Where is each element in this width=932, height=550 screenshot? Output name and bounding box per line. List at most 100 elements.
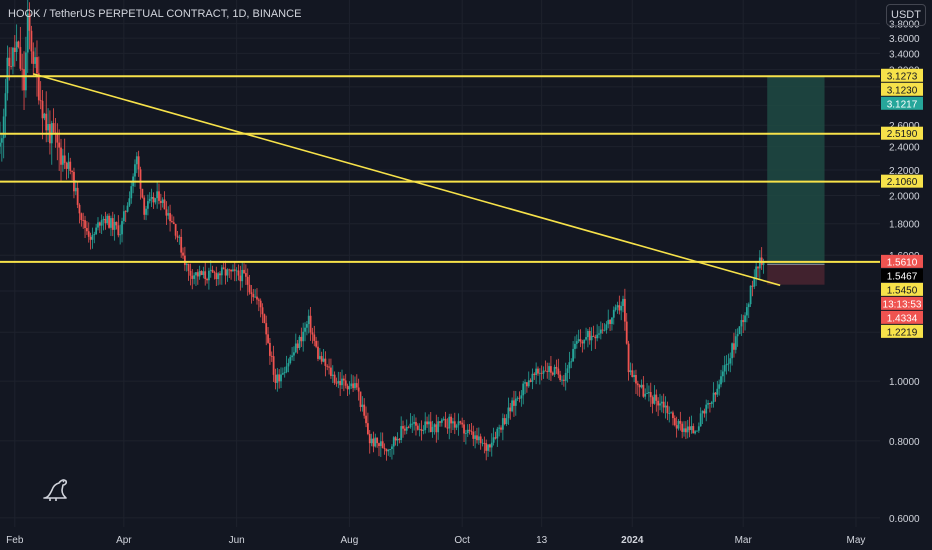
candle-down xyxy=(363,404,366,416)
y-tick-label: 3.6000 xyxy=(889,34,920,45)
candle-up xyxy=(753,277,756,287)
candle-down xyxy=(117,225,120,236)
candle-up xyxy=(464,432,467,434)
y-tick-label: 2.4000 xyxy=(889,143,920,154)
candle-down xyxy=(579,339,582,342)
candle-up xyxy=(612,309,615,318)
candle-up xyxy=(701,410,704,414)
candle-up xyxy=(596,334,599,339)
candle-down xyxy=(365,415,367,424)
candle-up xyxy=(167,213,170,216)
candle-down xyxy=(483,442,486,444)
price-label-bg xyxy=(881,68,923,82)
candle-up xyxy=(413,422,416,424)
time-axis[interactable]: Feb Apr Jun Aug Oct 13 2024 Mar May xyxy=(6,535,865,546)
candle-down xyxy=(84,220,86,229)
candle-down xyxy=(533,373,536,375)
candle-down xyxy=(649,392,652,398)
candle-down xyxy=(176,235,179,238)
candle-down xyxy=(189,270,192,276)
candle-down xyxy=(394,437,397,441)
candle-down xyxy=(472,431,475,439)
y-tick-label: 0.6000 xyxy=(889,514,920,525)
candle-up xyxy=(370,438,373,444)
candle-up xyxy=(298,336,301,349)
candle-up xyxy=(405,426,408,431)
x-tick-label: 13 xyxy=(536,535,548,546)
candle-down xyxy=(733,343,735,350)
candle-up xyxy=(727,363,730,365)
candle-up xyxy=(744,315,746,323)
candle-up xyxy=(607,319,610,325)
candle-down xyxy=(642,384,645,397)
candle-up xyxy=(280,374,282,382)
candle-up xyxy=(707,403,709,405)
candle-down xyxy=(300,336,303,342)
candle-up xyxy=(418,429,421,430)
candle-up xyxy=(26,13,29,53)
candle-up xyxy=(374,437,377,447)
candle-down xyxy=(171,221,173,223)
candle-up xyxy=(331,374,334,376)
candle-up xyxy=(516,397,519,399)
position-tool[interactable] xyxy=(767,76,825,285)
candle-down xyxy=(104,218,107,224)
candle-up xyxy=(121,221,123,235)
candle-down xyxy=(143,197,146,215)
candle-down xyxy=(163,199,166,210)
candle-down xyxy=(87,231,90,237)
candle-down xyxy=(403,428,406,431)
candle-down xyxy=(562,379,565,381)
candle-up xyxy=(511,400,514,412)
candle-up xyxy=(738,326,741,335)
price-label: 1.4334 xyxy=(887,313,918,324)
y-tick-label: 1.0000 xyxy=(889,377,920,388)
trendline xyxy=(33,73,781,287)
currency-button[interactable]: USDT xyxy=(886,4,926,26)
candle-up xyxy=(226,269,229,276)
candle-down xyxy=(672,412,674,419)
candle-up xyxy=(100,220,103,226)
candle-down xyxy=(415,422,417,426)
candle-up xyxy=(481,442,484,444)
candle-down xyxy=(623,298,626,322)
candle-down xyxy=(45,113,48,131)
candle-up xyxy=(34,57,37,64)
candle-up xyxy=(113,221,116,230)
candle-down xyxy=(270,355,273,357)
candle-down xyxy=(757,266,759,269)
candle-down xyxy=(76,187,79,205)
price-label-bg xyxy=(881,296,923,310)
candle-down xyxy=(709,403,711,404)
trendline-layer[interactable] xyxy=(33,73,781,287)
candle-down xyxy=(638,385,641,388)
candle-down xyxy=(450,416,452,424)
candle-up xyxy=(126,205,129,212)
price-label-bg xyxy=(881,310,923,324)
candle-up xyxy=(217,273,220,280)
candle-down xyxy=(540,372,543,374)
candle-down xyxy=(191,275,194,279)
candle-up xyxy=(457,421,460,426)
dinosaur-icon[interactable] xyxy=(40,476,76,502)
candle-up xyxy=(161,199,164,204)
candle-down xyxy=(13,47,16,53)
candle-down xyxy=(463,424,465,434)
candle-up xyxy=(195,272,197,276)
candle-up xyxy=(633,375,636,378)
candle-up xyxy=(0,138,3,143)
candle-up xyxy=(0,142,1,147)
candle-up xyxy=(209,269,212,271)
candle-up xyxy=(690,426,693,431)
candle-down xyxy=(159,200,162,204)
candle-down xyxy=(513,400,515,406)
candle-up xyxy=(723,365,726,372)
horizontal-levels[interactable] xyxy=(0,75,880,263)
candle-up xyxy=(276,374,279,383)
candle-down xyxy=(636,383,639,386)
candle-down xyxy=(500,427,502,430)
candle-up xyxy=(640,384,643,388)
candle-down xyxy=(657,400,660,406)
